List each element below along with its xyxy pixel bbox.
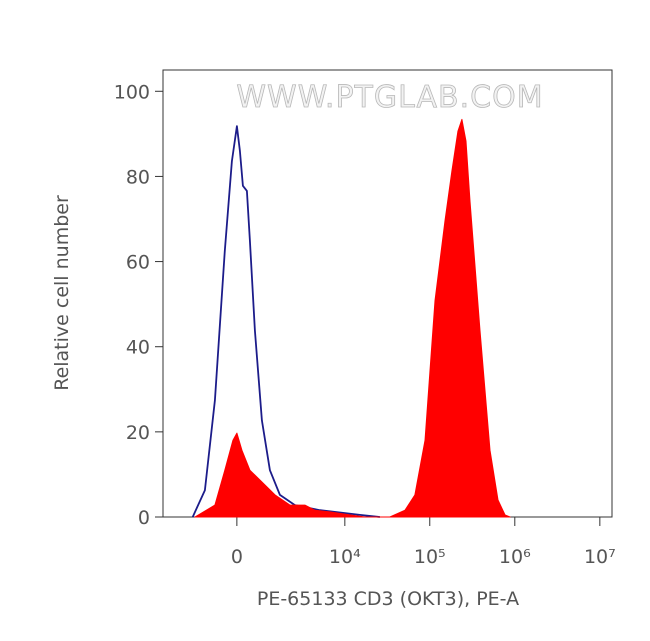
y-axis-label: Relative cell number bbox=[51, 195, 73, 391]
y-tick-label: 40 bbox=[126, 337, 150, 359]
x-tick-label: 0 bbox=[231, 546, 243, 568]
filled-histogram bbox=[194, 118, 511, 518]
histogram-outline bbox=[191, 125, 380, 518]
y-tick-label: 20 bbox=[126, 422, 150, 444]
x-tick-label: 10⁶ bbox=[499, 546, 531, 568]
y-tick-label: 0 bbox=[138, 507, 150, 529]
y-tick-label: 100 bbox=[114, 81, 150, 103]
x-tick-label: 10⁷ bbox=[584, 546, 616, 568]
watermark: WWW.PTGLAB.COM bbox=[236, 80, 543, 115]
x-tick-label: 10⁴ bbox=[329, 546, 361, 568]
x-tick-label: 10⁵ bbox=[414, 546, 446, 568]
x-axis-label: PE-65133 CD3 (OKT3), PE-A bbox=[257, 588, 519, 610]
y-tick-label: 80 bbox=[126, 166, 150, 188]
y-tick-label: 60 bbox=[126, 252, 150, 274]
